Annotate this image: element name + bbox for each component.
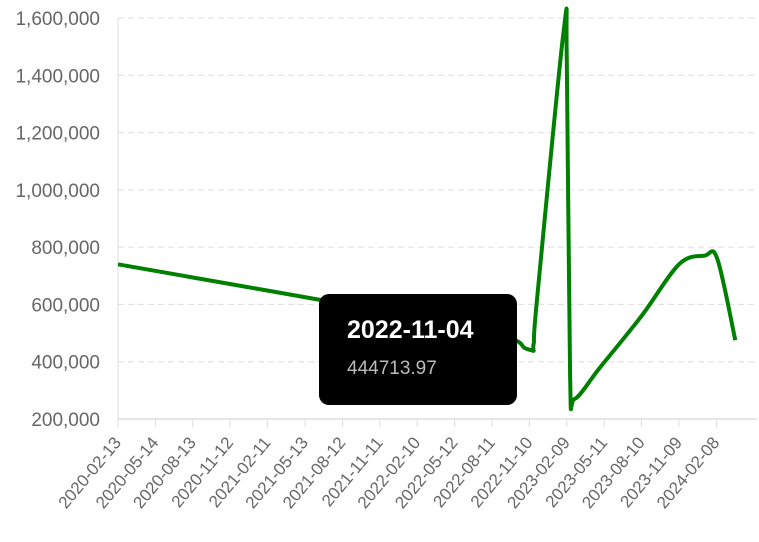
y-tick-label: 800,000	[31, 238, 100, 259]
y-tick-label: 1,600,000	[15, 9, 100, 30]
tooltip-title: 2022-11-04	[347, 316, 474, 344]
y-tick-label: 600,000	[31, 295, 100, 316]
y-tick-label: 1,000,000	[15, 181, 100, 202]
y-tick-label: 1,400,000	[15, 66, 100, 87]
tooltip: 2022-11-04 444713.97	[319, 294, 526, 405]
tooltip-value: 444713.97	[347, 358, 437, 379]
y-axis: 200,000 400,000 600,000 800,000 1,000,000 1,2…	[15, 9, 100, 431]
y-tick-label: 200,000	[31, 410, 100, 431]
x-axis: 2020-02-132020-05-142020-08-132020-11-12…	[55, 419, 723, 512]
y-tick-label: 400,000	[31, 353, 100, 374]
y-tick-label: 1,200,000	[15, 124, 100, 145]
